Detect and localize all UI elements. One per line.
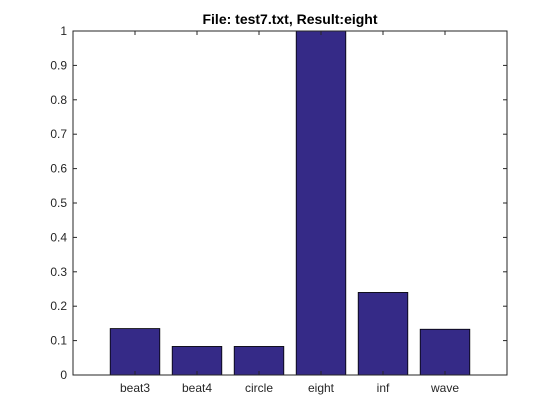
x-tick-label: wave xyxy=(430,381,459,395)
chart-title: File: test7.txt, Result:eight xyxy=(202,11,377,27)
y-tick-label: 0.3 xyxy=(50,265,67,279)
y-tick-label: 0.7 xyxy=(50,127,67,141)
axes-layer xyxy=(72,30,508,376)
y-axis-ticks: 0 0.1 0.2 0.3 0.4 0.5 0.6 0.7 0.8 0.9 1 xyxy=(50,24,507,382)
y-tick-label: 0.2 xyxy=(50,299,67,313)
bar-inf xyxy=(357,292,409,376)
bar-eight xyxy=(295,30,347,376)
y-tick-label: 0.6 xyxy=(50,162,67,176)
y-tick-label: 1 xyxy=(60,24,67,38)
bars-layer xyxy=(109,30,471,376)
y-tick-label: 0.1 xyxy=(50,334,67,348)
y-tick-label: 0.5 xyxy=(50,196,67,210)
x-tick-label: beat3 xyxy=(120,381,150,395)
x-tick-label: inf xyxy=(377,381,390,395)
bar-circle xyxy=(233,346,285,376)
y-tick-label: 0.9 xyxy=(50,58,67,72)
bar-beat4 xyxy=(171,346,223,376)
bar-beat3 xyxy=(109,328,161,376)
x-tick-label: circle xyxy=(245,381,273,395)
x-axis-ticks: beat3 beat4 circle eight inf wave xyxy=(120,31,459,395)
axes-box xyxy=(72,30,508,376)
y-tick-label: 0.8 xyxy=(50,93,67,107)
x-tick-label: beat4 xyxy=(182,381,212,395)
x-tick-label: eight xyxy=(308,381,335,395)
y-tick-label: 0.4 xyxy=(50,230,67,244)
y-tick-label: 0 xyxy=(60,368,67,382)
bar-wave xyxy=(419,328,471,376)
